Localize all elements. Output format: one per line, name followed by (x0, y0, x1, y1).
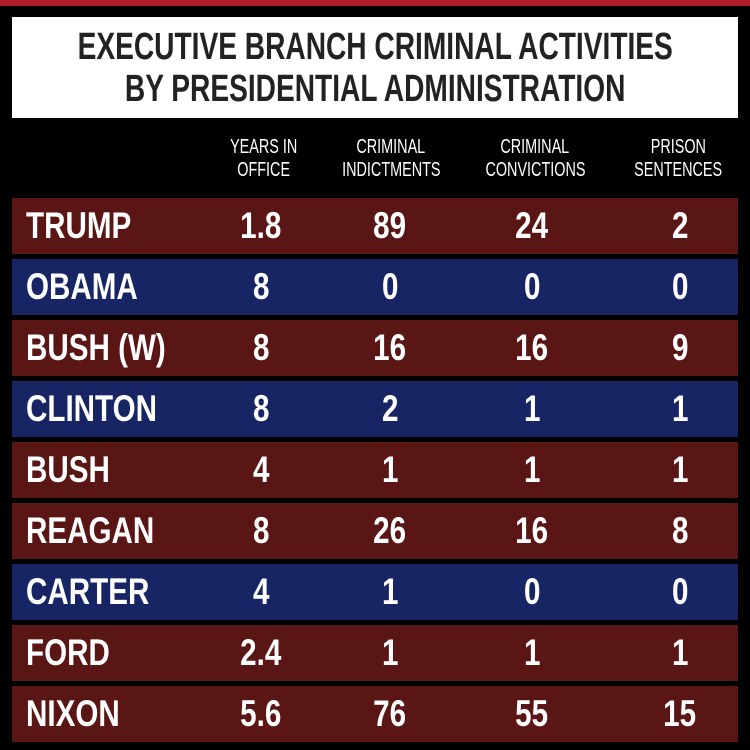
indictments-value: 89 (373, 205, 407, 246)
header-sentences-line-2: SENTENCES (633, 159, 723, 181)
years-in-office-value: 2.4 (240, 632, 282, 673)
indictments-value: 1 (381, 571, 399, 612)
years-in-office-value: 1.8 (240, 205, 282, 246)
table-row-bush: BUSH 4 1 1 1 (12, 442, 738, 498)
title-line-1: EXECUTIVE BRANCH CRIMINAL ACTIVITIES (77, 25, 673, 68)
header-years-line-2: OFFICE (237, 159, 291, 181)
header-indictments-line-1: CRIMINAL (356, 136, 426, 158)
years-in-office-value: 4 (252, 449, 270, 490)
indictments-value: 16 (373, 327, 407, 368)
table-row-bush-w: BUSH (W) 8 16 16 9 (12, 320, 738, 376)
header-criminal-convictions: CRIMINAL CONVICTIONS (460, 136, 610, 182)
convictions-value: 1 (523, 388, 541, 429)
row-name: BUSH (W) (26, 327, 166, 368)
sentences-value: 2 (671, 205, 689, 246)
sentences-value: 1 (671, 449, 689, 490)
row-name: NIXON (26, 693, 120, 734)
years-in-office-value: 8 (252, 510, 270, 551)
indictments-value: 2 (381, 388, 399, 429)
convictions-value: 24 (515, 205, 549, 246)
years-in-office-value: 4 (252, 571, 270, 612)
row-name: REAGAN (26, 510, 155, 551)
years-in-office-value: 8 (252, 327, 270, 368)
row-name: TRUMP (26, 205, 132, 246)
table-row-trump: TRUMP 1.8 89 24 2 (12, 198, 738, 254)
header-years-line-1: YEARS IN (230, 136, 298, 158)
convictions-value: 16 (515, 327, 549, 368)
row-name: OBAMA (26, 266, 138, 307)
years-in-office-value: 8 (252, 388, 270, 429)
row-name: BUSH (26, 449, 110, 490)
title-banner: EXECUTIVE BRANCH CRIMINAL ACTIVITIES BY … (12, 17, 738, 118)
header-prison-sentences: PRISON SENTENCES (603, 136, 750, 182)
sentences-value: 8 (671, 510, 689, 551)
convictions-value: 1 (523, 632, 541, 673)
header-convictions-line-1: CRIMINAL (500, 136, 570, 158)
sentences-value: 0 (671, 266, 689, 307)
sentences-value: 15 (663, 693, 697, 734)
sentences-value: 9 (671, 327, 689, 368)
indictments-value: 26 (373, 510, 407, 551)
header-indictments-line-2: INDICTMENTS (341, 159, 441, 181)
table-row-ford: FORD 2.4 1 1 1 (12, 625, 738, 681)
convictions-value: 55 (515, 693, 549, 734)
years-in-office-value: 8 (252, 266, 270, 307)
row-name: CLINTON (26, 388, 158, 429)
years-in-office-value: 5.6 (240, 693, 282, 734)
header-sentences-line-1: PRISON (650, 136, 706, 158)
header-years-in-office: YEARS IN OFFICE (189, 136, 339, 182)
row-name: CARTER (26, 571, 150, 612)
table-row-carter: CARTER 4 1 0 0 (12, 564, 738, 620)
title-line-2: BY PRESIDENTIAL ADMINISTRATION (124, 67, 626, 110)
row-name: FORD (26, 632, 110, 673)
convictions-value: 0 (523, 571, 541, 612)
column-headers: YEARS IN OFFICE CRIMINAL INDICTMENTS CRI… (0, 136, 750, 192)
indictments-value: 1 (381, 632, 399, 673)
sentences-value: 1 (671, 632, 689, 673)
indictments-value: 76 (373, 693, 407, 734)
convictions-value: 16 (515, 510, 549, 551)
convictions-value: 1 (523, 449, 541, 490)
sentences-value: 1 (671, 388, 689, 429)
table-row-obama: OBAMA 8 0 0 0 (12, 259, 738, 315)
indictments-value: 0 (381, 266, 399, 307)
sentences-value: 0 (671, 571, 689, 612)
table-row-nixon: NIXON 5.6 76 55 15 (12, 686, 738, 742)
table-row-reagan: REAGAN 8 26 16 8 (12, 503, 738, 559)
top-accent-line (0, 0, 750, 6)
indictments-value: 1 (381, 449, 399, 490)
header-convictions-line-2: CONVICTIONS (484, 159, 586, 181)
table-row-clinton: CLINTON 8 2 1 1 (12, 381, 738, 437)
header-criminal-indictments: CRIMINAL INDICTMENTS (316, 136, 466, 182)
convictions-value: 0 (523, 266, 541, 307)
